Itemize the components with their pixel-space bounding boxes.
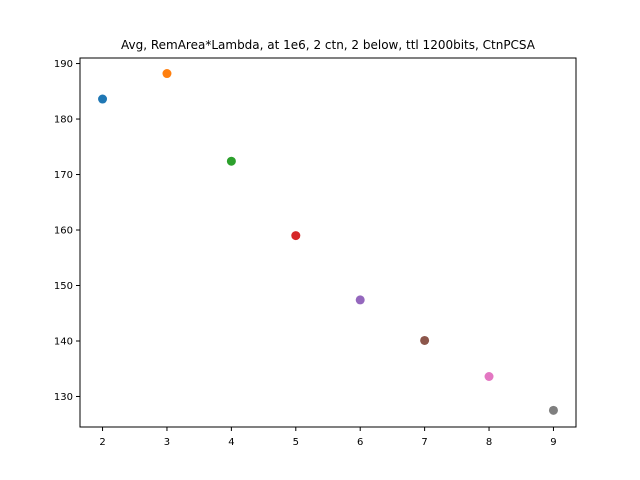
data-point-8 bbox=[548, 405, 558, 415]
x-tick-label-5: 5 bbox=[293, 437, 299, 448]
x-tick-label-9: 9 bbox=[550, 437, 556, 448]
y-tick-label-180: 180 bbox=[54, 115, 73, 126]
x-tick-label-3: 3 bbox=[164, 437, 170, 448]
data-point-7 bbox=[484, 372, 494, 382]
plot-frame bbox=[79, 57, 577, 428]
y-tick-label-160: 160 bbox=[54, 226, 73, 237]
data-point-5 bbox=[355, 295, 365, 305]
data-point-2 bbox=[162, 69, 172, 79]
data-point-4 bbox=[291, 231, 301, 241]
x-tick-label-4: 4 bbox=[228, 437, 234, 448]
x-tick-label-7: 7 bbox=[421, 437, 427, 448]
x-tick-label-6: 6 bbox=[357, 437, 363, 448]
data-point-6 bbox=[420, 335, 430, 345]
y-tick-label-140: 140 bbox=[54, 336, 73, 347]
y-tick-label-190: 190 bbox=[54, 59, 73, 70]
plot-area: 2 3 4 5 6 7 8 9 130 140 150 160 170 180 190 bbox=[54, 57, 577, 448]
x-tick-label-8: 8 bbox=[486, 437, 492, 448]
x-tick-label-2: 2 bbox=[99, 437, 105, 448]
data-point-3 bbox=[226, 156, 236, 166]
y-tick-label-170: 170 bbox=[54, 170, 73, 181]
chart-title: Avg, RemArea*Lambda, at 1e6, 2 ctn, 2 be… bbox=[121, 38, 536, 52]
y-tick-label-130: 130 bbox=[54, 392, 73, 403]
y-tick-label-150: 150 bbox=[54, 281, 73, 292]
data-point-1 bbox=[98, 94, 108, 104]
